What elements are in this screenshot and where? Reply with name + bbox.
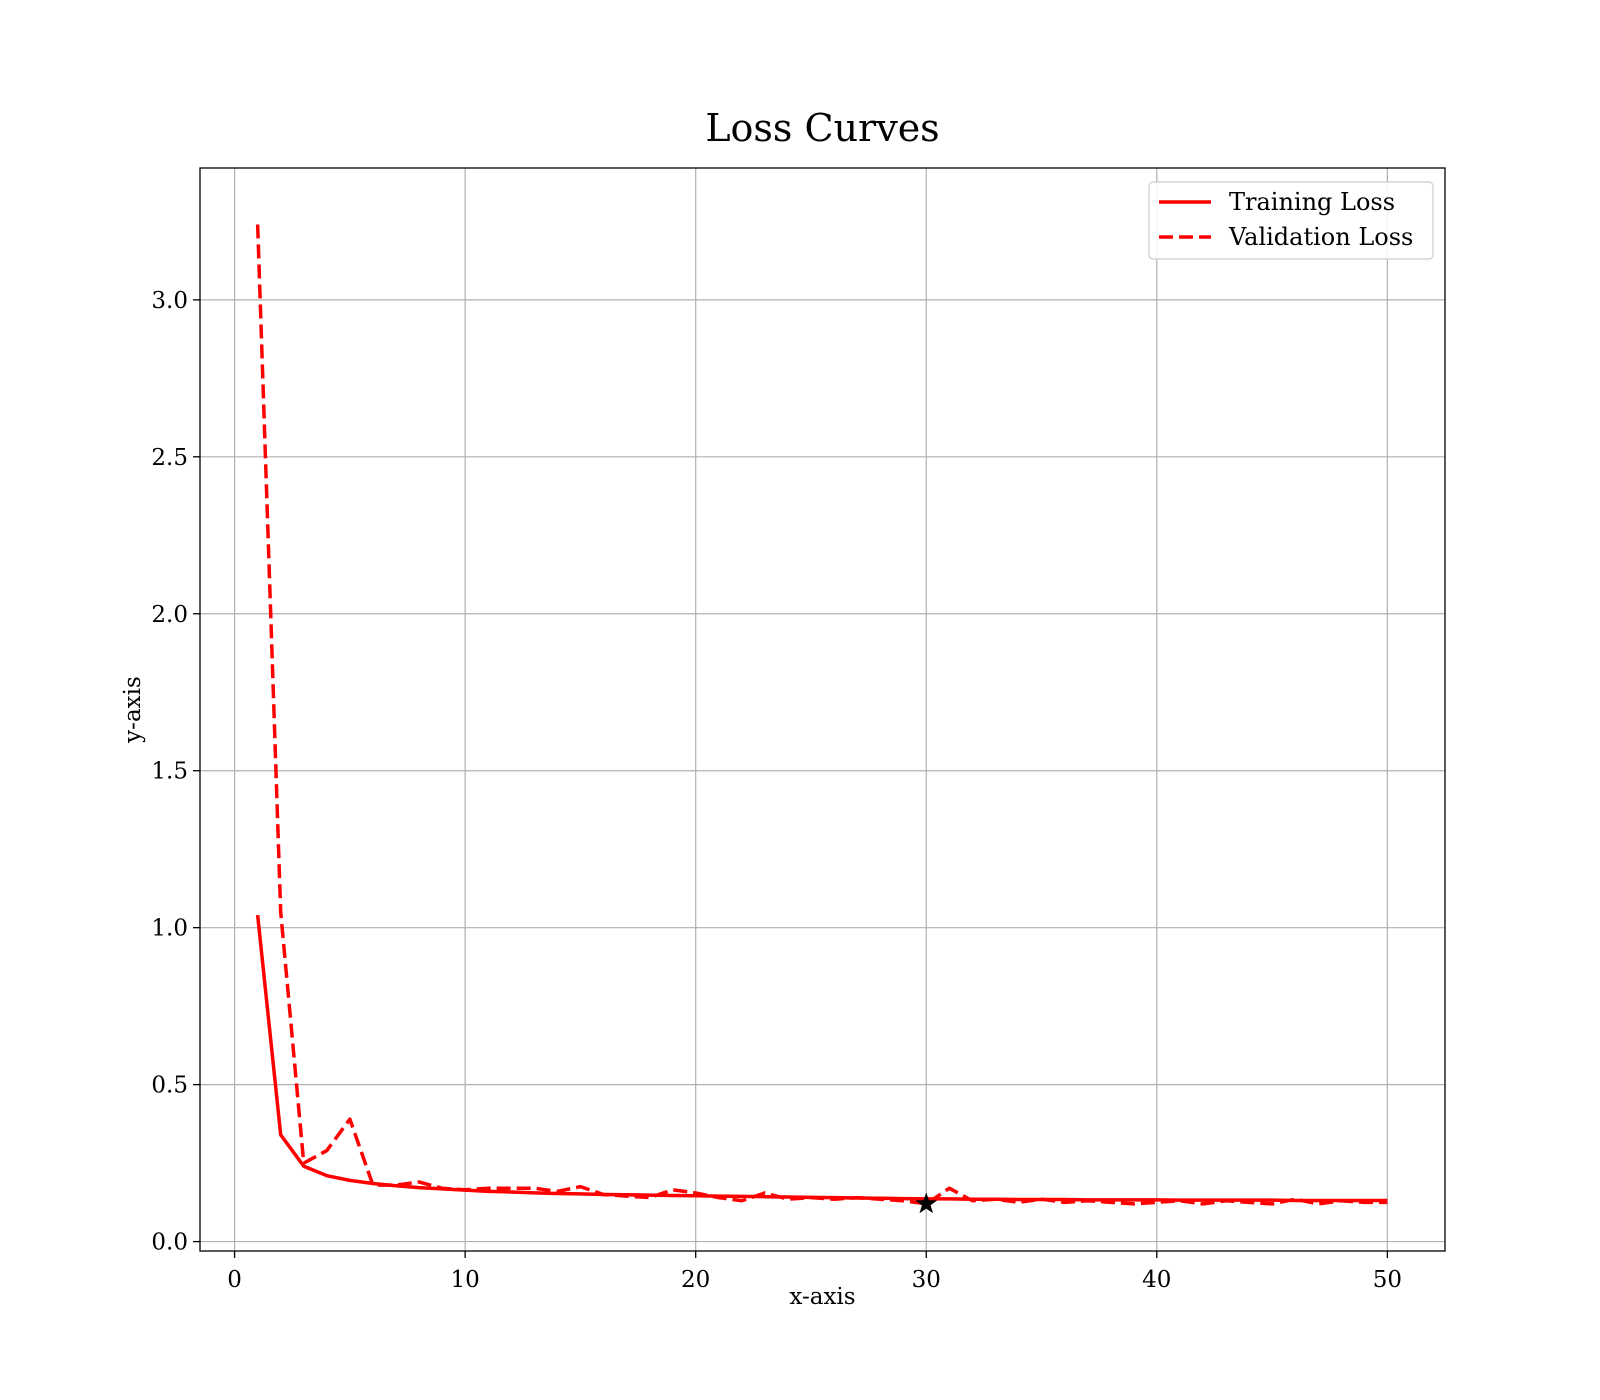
- legend-box: [1148, 181, 1434, 260]
- grid: [200, 168, 1445, 1251]
- plot-frame: [199, 167, 1446, 1252]
- series-lines: [255, 224, 1388, 1206]
- legend-label-validation: Validation Loss: [1228, 223, 1413, 251]
- legend-label-training: Training Loss: [1229, 188, 1395, 216]
- y-tick-label: 0.0: [151, 1230, 188, 1256]
- y-tick-label: 1.5: [151, 759, 188, 785]
- validation-loss-line: [255, 224, 1388, 1206]
- x-tick-label: 40: [1142, 1267, 1171, 1293]
- y-tick-label: 2.0: [151, 602, 188, 628]
- x-tick-label: 20: [681, 1267, 710, 1293]
- x-tick-label: 10: [450, 1267, 479, 1293]
- x-tick-label: 30: [912, 1267, 941, 1293]
- chart-title: Loss Curves: [705, 106, 939, 150]
- y-axis-ticks: 0.0 0.5 1.0 1.5 2.0 2.5 3.0: [151, 288, 200, 1256]
- star-marker: [915, 1192, 938, 1214]
- y-tick-label: 1.0: [151, 916, 188, 942]
- y-tick-label: 3.0: [151, 288, 188, 314]
- y-tick-label: 2.5: [151, 445, 188, 471]
- x-tick-label: 0: [227, 1267, 242, 1293]
- best-point-marker: [915, 1192, 938, 1214]
- y-tick-label: 0.5: [151, 1073, 188, 1099]
- x-axis-label: x-axis: [789, 1284, 855, 1310]
- x-axis-ticks: 0 10 20 30 40 50: [227, 1251, 1402, 1293]
- legend: Training Loss Validation Loss: [1148, 181, 1434, 260]
- y-axis-label: y-axis: [120, 676, 146, 744]
- x-tick-label: 50: [1373, 1267, 1402, 1293]
